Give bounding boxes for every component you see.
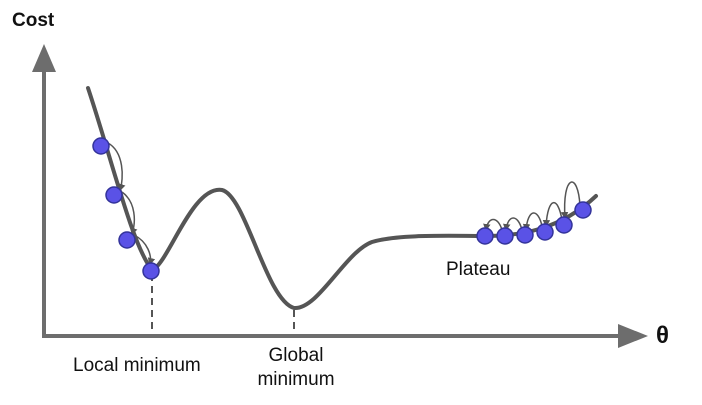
y-axis-label: Cost — [12, 10, 55, 31]
plateau-label: Plateau — [446, 259, 511, 280]
step-arrow — [133, 234, 156, 266]
step-arrow — [560, 181, 581, 220]
step-arrow — [503, 217, 523, 232]
gradient-step-ball — [92, 137, 110, 155]
gradient-step-ball — [476, 227, 494, 245]
step-arrow — [522, 212, 543, 232]
gradient-step-ball — [555, 216, 573, 234]
gradient-step-ball — [142, 262, 160, 280]
global-minimum-label: Global minimum — [248, 344, 344, 392]
gradient-step-ball — [118, 231, 136, 249]
gradient-step-ball — [496, 227, 514, 245]
step-arrow — [121, 191, 138, 236]
y-axis-arrowhead — [32, 44, 56, 72]
gradient-step-ball — [536, 223, 554, 241]
gradient-step-ball — [574, 201, 592, 219]
x-axis-label: θ — [656, 322, 669, 349]
gradient-step-ball — [105, 186, 123, 204]
step-arrow — [542, 201, 563, 228]
step-arrow — [483, 218, 503, 232]
global-minimum-label-line2: minimum — [257, 369, 335, 390]
step-arrow — [107, 142, 126, 192]
local-minimum-label: Local minimum — [73, 355, 201, 376]
cost-curve — [86, 86, 598, 310]
gradient-step-ball — [516, 226, 534, 244]
global-minimum-label-line1: Global — [268, 345, 324, 366]
x-axis-arrowhead — [618, 324, 648, 348]
